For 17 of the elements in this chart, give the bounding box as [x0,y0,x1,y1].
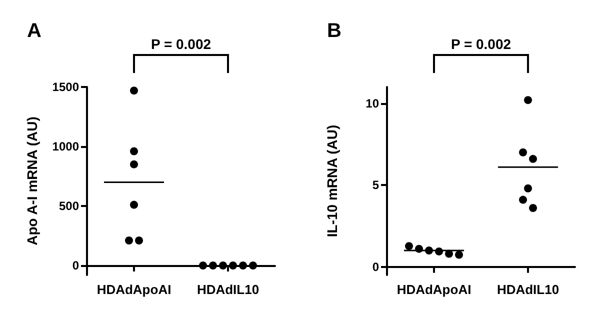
x-tick-label: HDAdApoAI [396,282,472,297]
y-tick-label: 10 [366,96,380,110]
y-tick-label: 1000 [52,139,80,154]
chart-title: A [27,20,42,42]
chart-title: B [327,20,342,42]
x-tick-label: HDAdIL10 [496,282,560,297]
y-tick-label: 5 [372,178,380,192]
x-tick-label: HDAdIL10 [196,282,260,297]
x-tick-label: HDAdApoAI [96,282,172,297]
text: P = 0.002 [150,36,212,52]
y-tick-label: 0 [72,258,80,272]
text: P = 0.002 [450,36,512,52]
y-axis-title: Apo A-I mRNA (AU) [24,116,40,246]
y-tick-label: 1500 [52,80,80,94]
y-tick-label: 500 [58,198,80,213]
y-tick-label: 0 [372,260,380,274]
y-axis-title: IL-10 mRNA (AU) [324,124,340,238]
